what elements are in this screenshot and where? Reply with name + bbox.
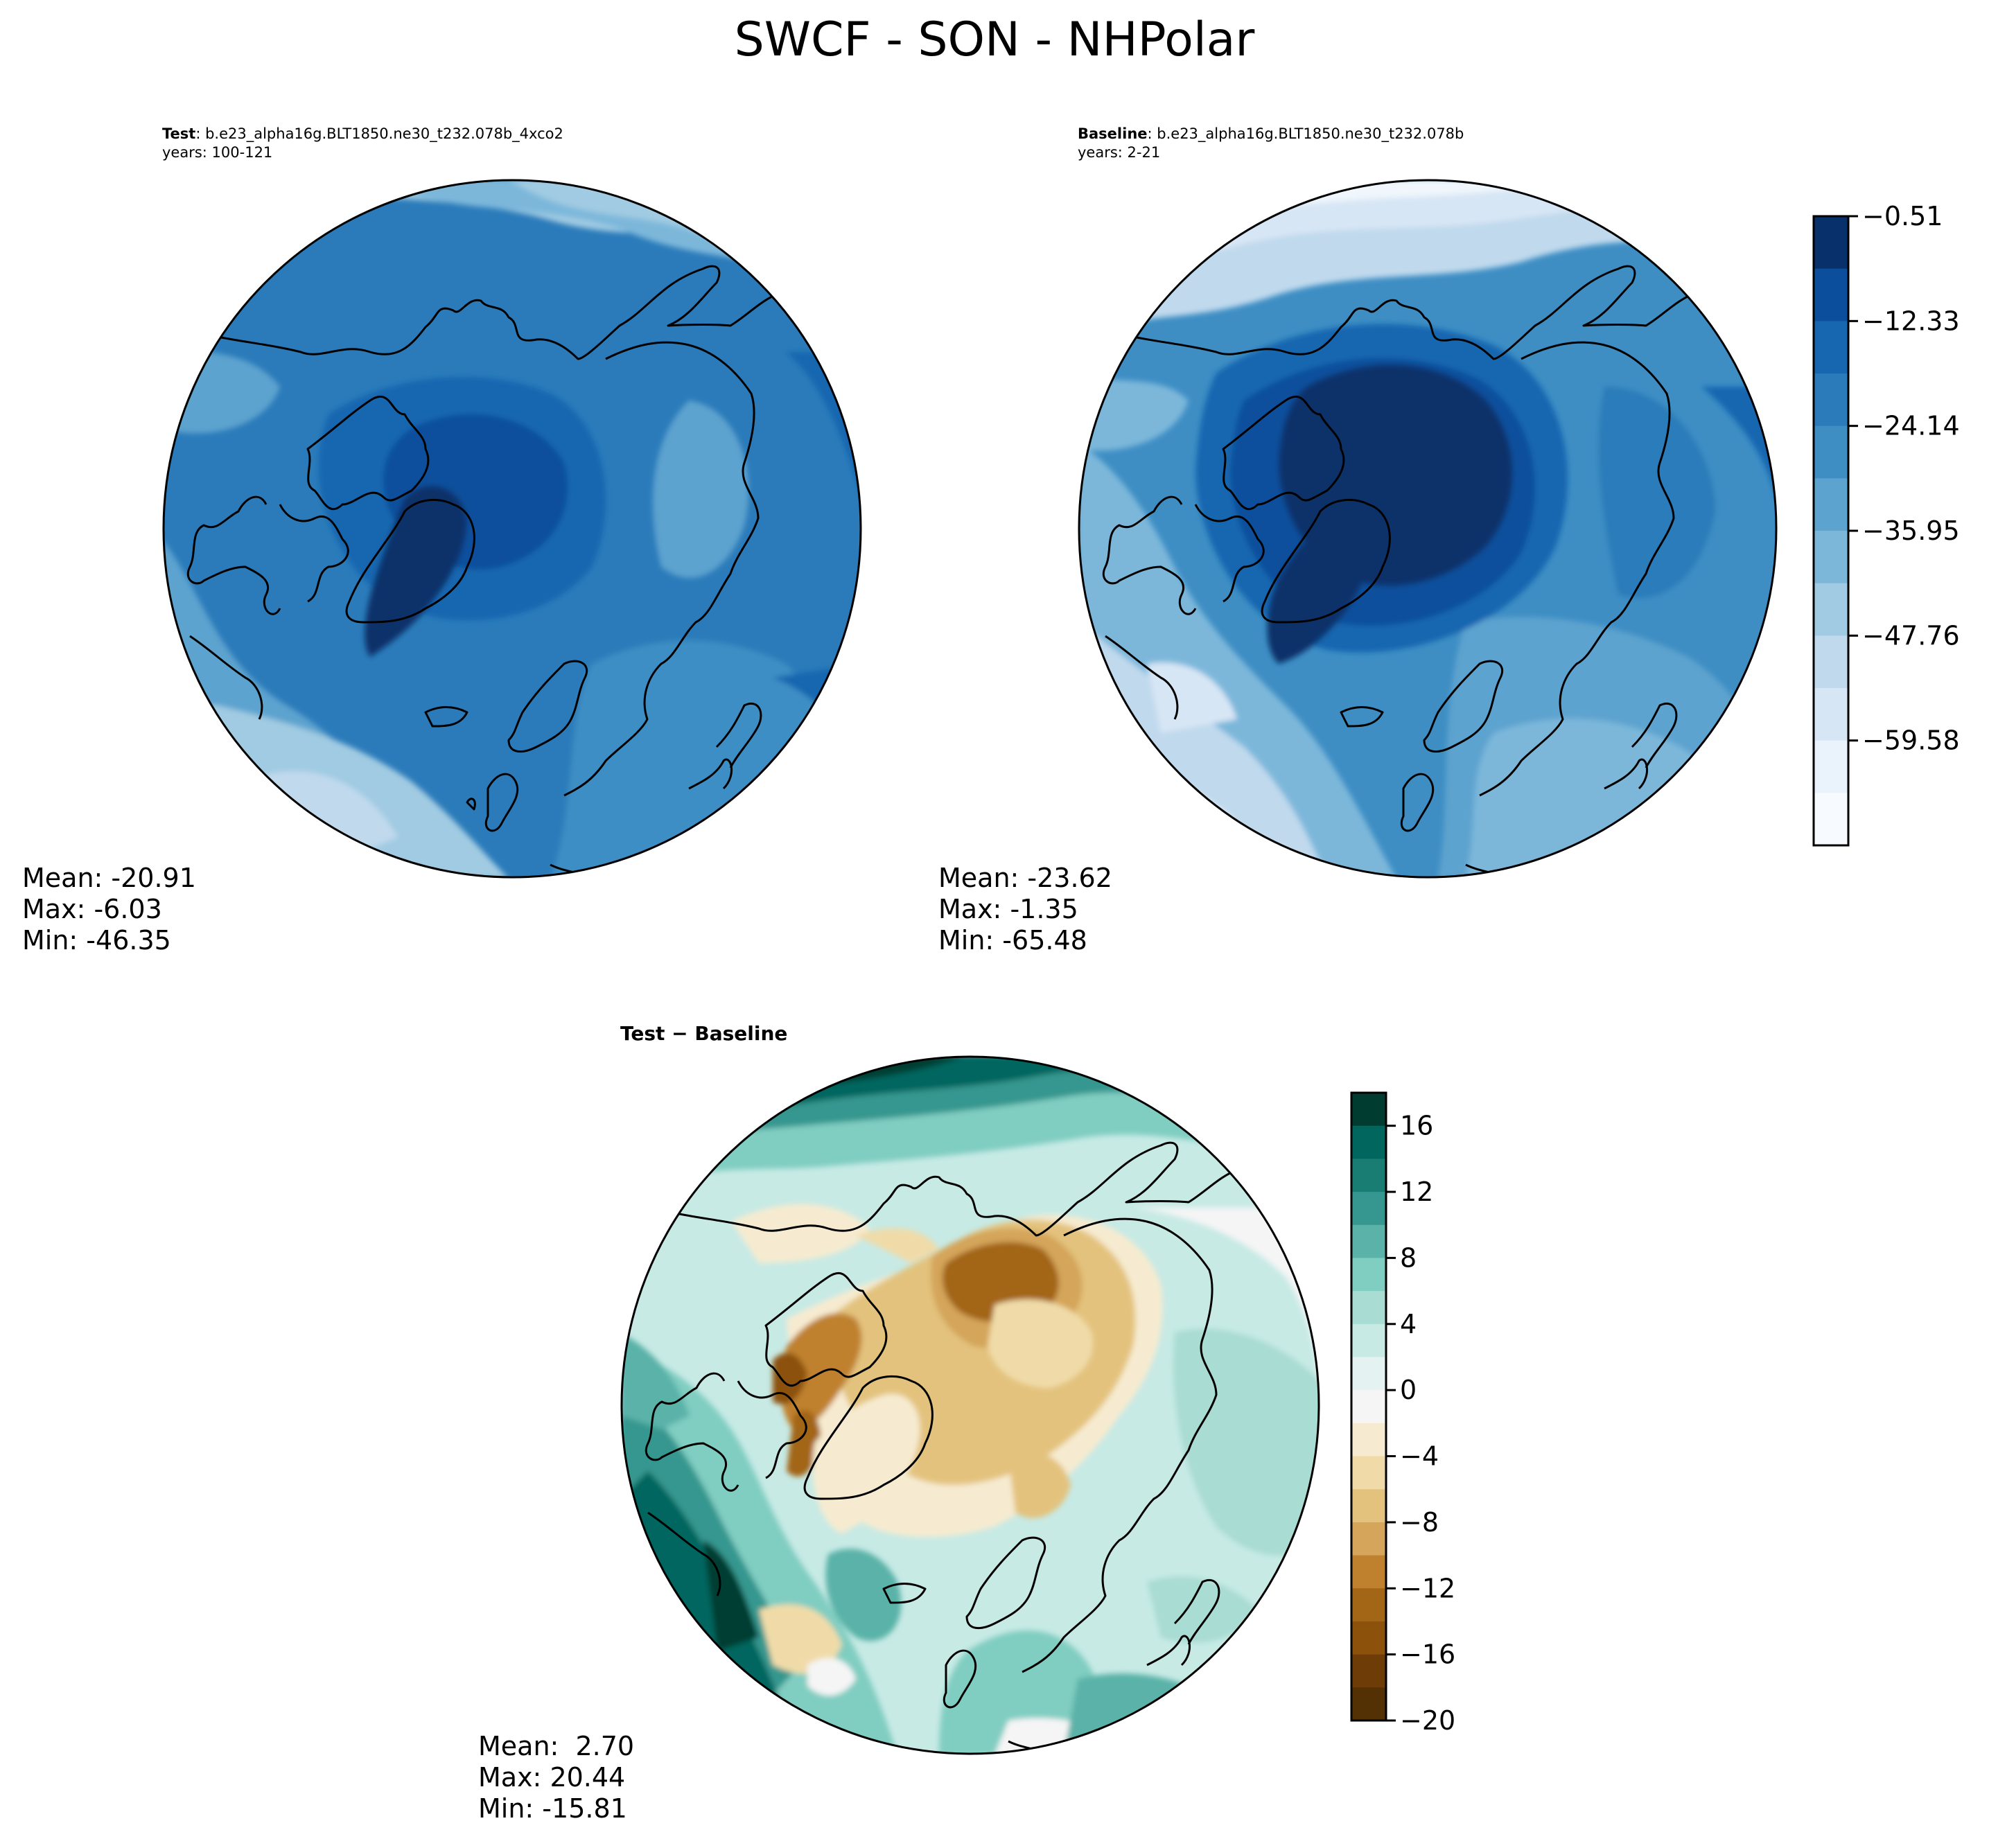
blues-colorbar-swatch bbox=[1814, 688, 1848, 741]
test-years: years: 100-121 bbox=[162, 144, 273, 161]
blues-colorbar-tick-label: −12.33 bbox=[1862, 306, 1960, 336]
blues-colorbar: −0.51 −12.33 −24.14 −35.95 −47.76 −59.58 bbox=[1812, 201, 1960, 847]
brbg-colorbar-ticks: 16 12 8 4 0 −4 −8 −12 −16 −20 bbox=[1386, 1111, 1455, 1736]
brbg-colorbar-swatch bbox=[1351, 1489, 1386, 1523]
test-title-bold: Test bbox=[162, 125, 196, 142]
brbg-colorbar-swatch bbox=[1351, 1621, 1386, 1655]
blues-colorbar-swatch bbox=[1814, 216, 1848, 270]
brbg-colorbar-frame bbox=[1350, 1091, 1387, 1722]
blues-colorbar-tick-label: −35.95 bbox=[1862, 516, 1960, 546]
brbg-colorbar-swatch bbox=[1351, 1456, 1386, 1490]
brbg-colorbar-tick-label: 8 bbox=[1400, 1242, 1417, 1273]
blues-colorbar-swatch bbox=[1814, 425, 1848, 479]
difference-max: Max: 20.44 bbox=[478, 1762, 626, 1793]
brbg-colorbar-swatch bbox=[1351, 1224, 1386, 1258]
test-min: Min: -46.35 bbox=[22, 925, 171, 956]
brbg-colorbar-swatch bbox=[1351, 1390, 1386, 1424]
difference-mean: Mean: 2.70 bbox=[478, 1731, 635, 1761]
difference-panel-title: Test − Baseline bbox=[620, 1022, 787, 1046]
brbg-colorbar-tick-label: −8 bbox=[1400, 1507, 1439, 1538]
difference-polar-map bbox=[620, 1055, 1320, 1755]
baseline-coastlines bbox=[1103, 254, 1723, 877]
blues-colorbar-swatch bbox=[1814, 531, 1848, 584]
baseline-polar-map bbox=[1078, 179, 1778, 879]
figure-title: SWCF - SON - NHPolar bbox=[734, 12, 1255, 67]
blues-colorbar-swatch bbox=[1814, 793, 1848, 846]
baseline-panel-title: Baseline: b.e23_alpha16g.BLT1850.ne30_t2… bbox=[1078, 125, 1464, 143]
brbg-colorbar-swatch bbox=[1351, 1291, 1386, 1325]
brbg-colorbar-tick-label: −16 bbox=[1400, 1639, 1455, 1670]
blues-colorbar-swatch bbox=[1814, 635, 1848, 689]
difference-title-bold: Test − Baseline bbox=[620, 1022, 788, 1045]
test-coastlines bbox=[187, 254, 807, 877]
brbg-colorbar-swatch bbox=[1351, 1687, 1386, 1721]
brbg-colorbar-swatch bbox=[1351, 1323, 1386, 1357]
brbg-colorbar-swatch bbox=[1351, 1192, 1386, 1226]
brbg-colorbar-tick-label: 12 bbox=[1400, 1177, 1433, 1207]
blues-colorbar-tick-label: −47.76 bbox=[1862, 620, 1960, 651]
brbg-colorbar-swatch bbox=[1351, 1159, 1386, 1193]
blues-colorbar-swatches bbox=[1814, 216, 1848, 846]
brbg-colorbar-swatch bbox=[1351, 1423, 1386, 1457]
blues-colorbar-swatch bbox=[1814, 268, 1848, 322]
brbg-colorbar: 16 12 8 4 0 −4 −8 −12 −16 −20 bbox=[1350, 1091, 1455, 1736]
blues-colorbar-tick-label: −24.14 bbox=[1862, 411, 1960, 441]
brbg-colorbar-swatch bbox=[1351, 1522, 1386, 1556]
brbg-colorbar-tick-label: 0 bbox=[1400, 1375, 1417, 1405]
test-contour-field bbox=[164, 180, 861, 877]
brbg-colorbar-tick-label: 4 bbox=[1400, 1309, 1417, 1339]
brbg-colorbar-swatch bbox=[1351, 1555, 1386, 1589]
test-stats: Mean: -20.91 Max: -6.03 Min: -46.35 bbox=[22, 863, 196, 956]
blues-colorbar-swatch bbox=[1814, 321, 1848, 374]
blues-colorbar-swatch bbox=[1814, 478, 1848, 531]
brbg-colorbar-tick-label: 16 bbox=[1400, 1111, 1433, 1141]
blues-colorbar-swatch bbox=[1814, 740, 1848, 793]
test-max: Max: -6.03 bbox=[22, 894, 162, 924]
blues-colorbar-swatch bbox=[1814, 373, 1848, 427]
test-mean: Mean: -20.91 bbox=[22, 863, 196, 893]
brbg-colorbar-swatches bbox=[1351, 1093, 1386, 1721]
difference-map-boundary bbox=[620, 1055, 1320, 1755]
test-map-boundary bbox=[162, 179, 862, 879]
brbg-colorbar-swatch bbox=[1351, 1125, 1386, 1159]
brbg-colorbar-tick-label: −12 bbox=[1400, 1573, 1455, 1603]
baseline-mean: Mean: -23.62 bbox=[938, 863, 1112, 893]
baseline-years: years: 2-21 bbox=[1078, 144, 1161, 161]
baseline-title-bold: Baseline bbox=[1078, 125, 1148, 142]
test-polar-map bbox=[162, 179, 862, 879]
brbg-colorbar-swatch bbox=[1351, 1357, 1386, 1391]
test-title-case: : b.e23_alpha16g.BLT1850.ne30_t232.078b_… bbox=[195, 125, 563, 142]
blues-colorbar-ticks: −0.51 −12.33 −24.14 −35.95 −47.76 −59.58 bbox=[1848, 201, 1960, 756]
brbg-colorbar-swatch bbox=[1351, 1258, 1386, 1292]
brbg-colorbar-swatch bbox=[1351, 1588, 1386, 1622]
difference-contour-field bbox=[622, 1057, 1319, 1754]
brbg-colorbar-tick-label: −20 bbox=[1400, 1705, 1455, 1736]
baseline-map-boundary bbox=[1078, 179, 1778, 879]
difference-stats: Mean: 2.70 Max: 20.44 Min: -15.81 bbox=[478, 1731, 634, 1824]
blues-colorbar-tick-label: −0.51 bbox=[1862, 201, 1943, 231]
baseline-title-case: : b.e23_alpha16g.BLT1850.ne30_t232.078b bbox=[1147, 125, 1464, 142]
baseline-max: Max: -1.35 bbox=[938, 894, 1078, 924]
test-panel-title: Test: b.e23_alpha16g.BLT1850.ne30_t232.0… bbox=[162, 125, 563, 143]
brbg-colorbar-tick-label: −4 bbox=[1400, 1441, 1439, 1472]
blues-colorbar-tick-label: −59.58 bbox=[1862, 725, 1960, 756]
brbg-colorbar-swatch bbox=[1351, 1093, 1386, 1127]
blues-colorbar-swatch bbox=[1814, 583, 1848, 636]
brbg-colorbar-swatch bbox=[1351, 1654, 1386, 1688]
baseline-contour-field bbox=[1079, 180, 1776, 877]
difference-min: Min: -15.81 bbox=[478, 1793, 627, 1824]
baseline-stats: Mean: -23.62 Max: -1.35 Min: -65.48 bbox=[938, 863, 1112, 956]
baseline-min: Min: -65.48 bbox=[938, 925, 1087, 956]
